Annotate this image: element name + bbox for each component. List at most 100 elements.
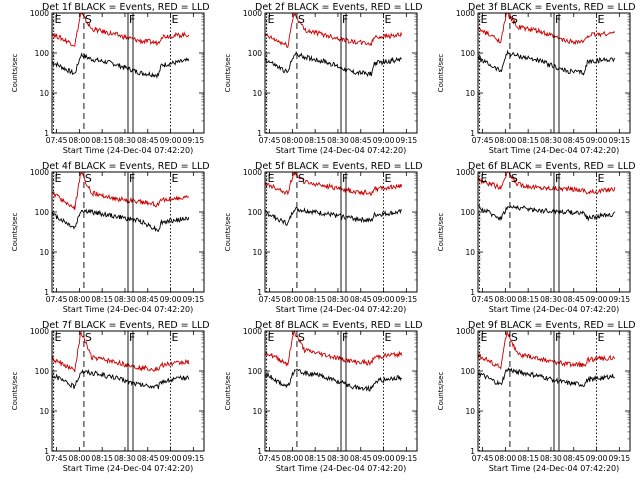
series-line-events [52,52,190,79]
marker-label: E [598,172,605,185]
x-tick-label: 08:00 [282,136,304,145]
series-line-events [265,368,403,392]
x-tick-label: 09:00 [586,136,608,145]
x-tick-label: 08:45 [563,454,585,463]
y-tick-label: 1 [44,129,49,138]
x-tick-label: 08:45 [137,454,159,463]
y-tick-label: 100 [35,49,50,58]
y-tick-label: 1 [257,288,262,297]
x-tick-label: 09:15 [183,136,205,145]
marker-label: E [385,13,392,26]
series-line-lld [265,331,403,367]
marker-label: E [268,331,275,344]
x-tick-label: 07:45 [46,136,68,145]
marker-label: F [129,13,135,26]
x-tick-label: 09:00 [373,454,395,463]
x-tick-label: 08:45 [350,454,372,463]
panel-title: Det 6f BLACK = Events, RED = LLD [468,161,636,172]
x-tick-label: 08:00 [69,136,91,145]
marker-label: F [555,172,561,185]
x-tick-label: 09:00 [373,136,395,145]
marker-label: F [342,172,348,185]
series-line-lld [52,172,190,211]
y-tick-label: 1 [470,129,475,138]
x-tick-label: 07:45 [472,454,494,463]
panel-title: Det 4f BLACK = Events, RED = LLD [42,161,210,172]
y-axis-label: Counts/sec [437,213,445,252]
marker-label: S [298,172,305,185]
y-tick-label: 10 [465,89,475,98]
series-line-events [265,51,402,78]
series-line-events [478,49,616,76]
x-tick-label: 08:15 [304,454,326,463]
marker-label: E [172,13,179,26]
x-tick-label: 09:15 [183,454,205,463]
y-tick-label: 1000 [30,168,49,177]
x-axis-label: Start Time (24-Dec-04 07:42:20) [489,464,620,473]
x-tick-label: 07:45 [472,295,494,304]
y-tick-label: 1000 [456,9,475,18]
x-tick-label: 07:45 [472,136,494,145]
y-tick-label: 1000 [456,168,475,177]
series-line-events [52,368,190,390]
marker-label: E [172,172,179,185]
panel-9: Det 9f BLACK = Events, RED = LLD Counts/s… [437,320,636,473]
x-tick-label: 08:30 [540,136,562,145]
x-tick-label: 08:30 [327,295,349,304]
plot-frame [264,330,418,452]
y-tick-label: 1 [44,288,49,297]
y-tick-label: 1 [44,447,49,456]
x-tick-label: 07:45 [46,295,68,304]
x-axis-label: Start Time (24-Dec-04 07:42:20) [63,464,194,473]
marker-label: E [55,13,62,26]
x-tick-label: 08:15 [304,295,326,304]
y-tick-label: 10 [252,89,262,98]
y-tick-label: 1000 [243,9,262,18]
y-axis-label: Counts/sec [224,372,232,411]
x-tick-label: 09:00 [586,454,608,463]
y-tick-label: 10 [39,89,49,98]
series-line-events [265,206,403,226]
x-tick-label: 08:15 [517,454,539,463]
x-tick-label: 08:15 [91,295,113,304]
marker-label: F [342,13,348,26]
panel-3: Det 3f BLACK = Events, RED = LLD Counts/s… [437,2,636,155]
marker-label: E [55,331,62,344]
x-axis-label: Start Time (24-Dec-04 07:42:20) [489,305,620,314]
y-tick-label: 100 [35,367,50,376]
y-tick-label: 100 [461,49,476,58]
y-tick-label: 1000 [243,168,262,177]
x-tick-label: 09:15 [609,136,631,145]
x-tick-label: 07:45 [259,295,281,304]
y-tick-label: 1 [470,288,475,297]
panel-2: Det 2f BLACK = Events, RED = LLD Counts/s… [224,2,423,155]
y-axis-label: Counts/sec [11,372,19,411]
marker-label: E [481,13,488,26]
x-tick-label: 08:15 [304,136,326,145]
marker-label: F [555,331,561,344]
panel-title: Det 9f BLACK = Events, RED = LLD [468,320,636,331]
y-tick-label: 10 [39,407,49,416]
x-tick-label: 09:15 [396,454,418,463]
panel-6: Det 6f BLACK = Events, RED = LLD Counts/s… [437,161,636,314]
marker-label: S [511,331,518,344]
plot-frame [51,330,205,452]
series-line-lld [478,331,616,370]
x-tick-label: 08:30 [114,454,136,463]
panel-title: Det 8f BLACK = Events, RED = LLD [255,320,423,331]
marker-label: S [85,13,92,26]
x-tick-label: 08:00 [495,136,517,145]
panel-7: Det 7f BLACK = Events, RED = LLD Counts/s… [11,320,210,473]
plot-frame [264,12,418,134]
marker-label: S [511,172,518,185]
y-axis-label: Counts/sec [224,54,232,93]
panel-8: Det 8f BLACK = Events, RED = LLD Counts/s… [224,320,423,473]
marker-label: E [481,331,488,344]
x-tick-label: 08:45 [563,136,585,145]
x-tick-label: 07:45 [46,454,68,463]
x-tick-label: 07:45 [259,454,281,463]
x-tick-label: 09:15 [609,295,631,304]
plot-frame [477,171,631,293]
y-tick-label: 10 [252,248,262,257]
